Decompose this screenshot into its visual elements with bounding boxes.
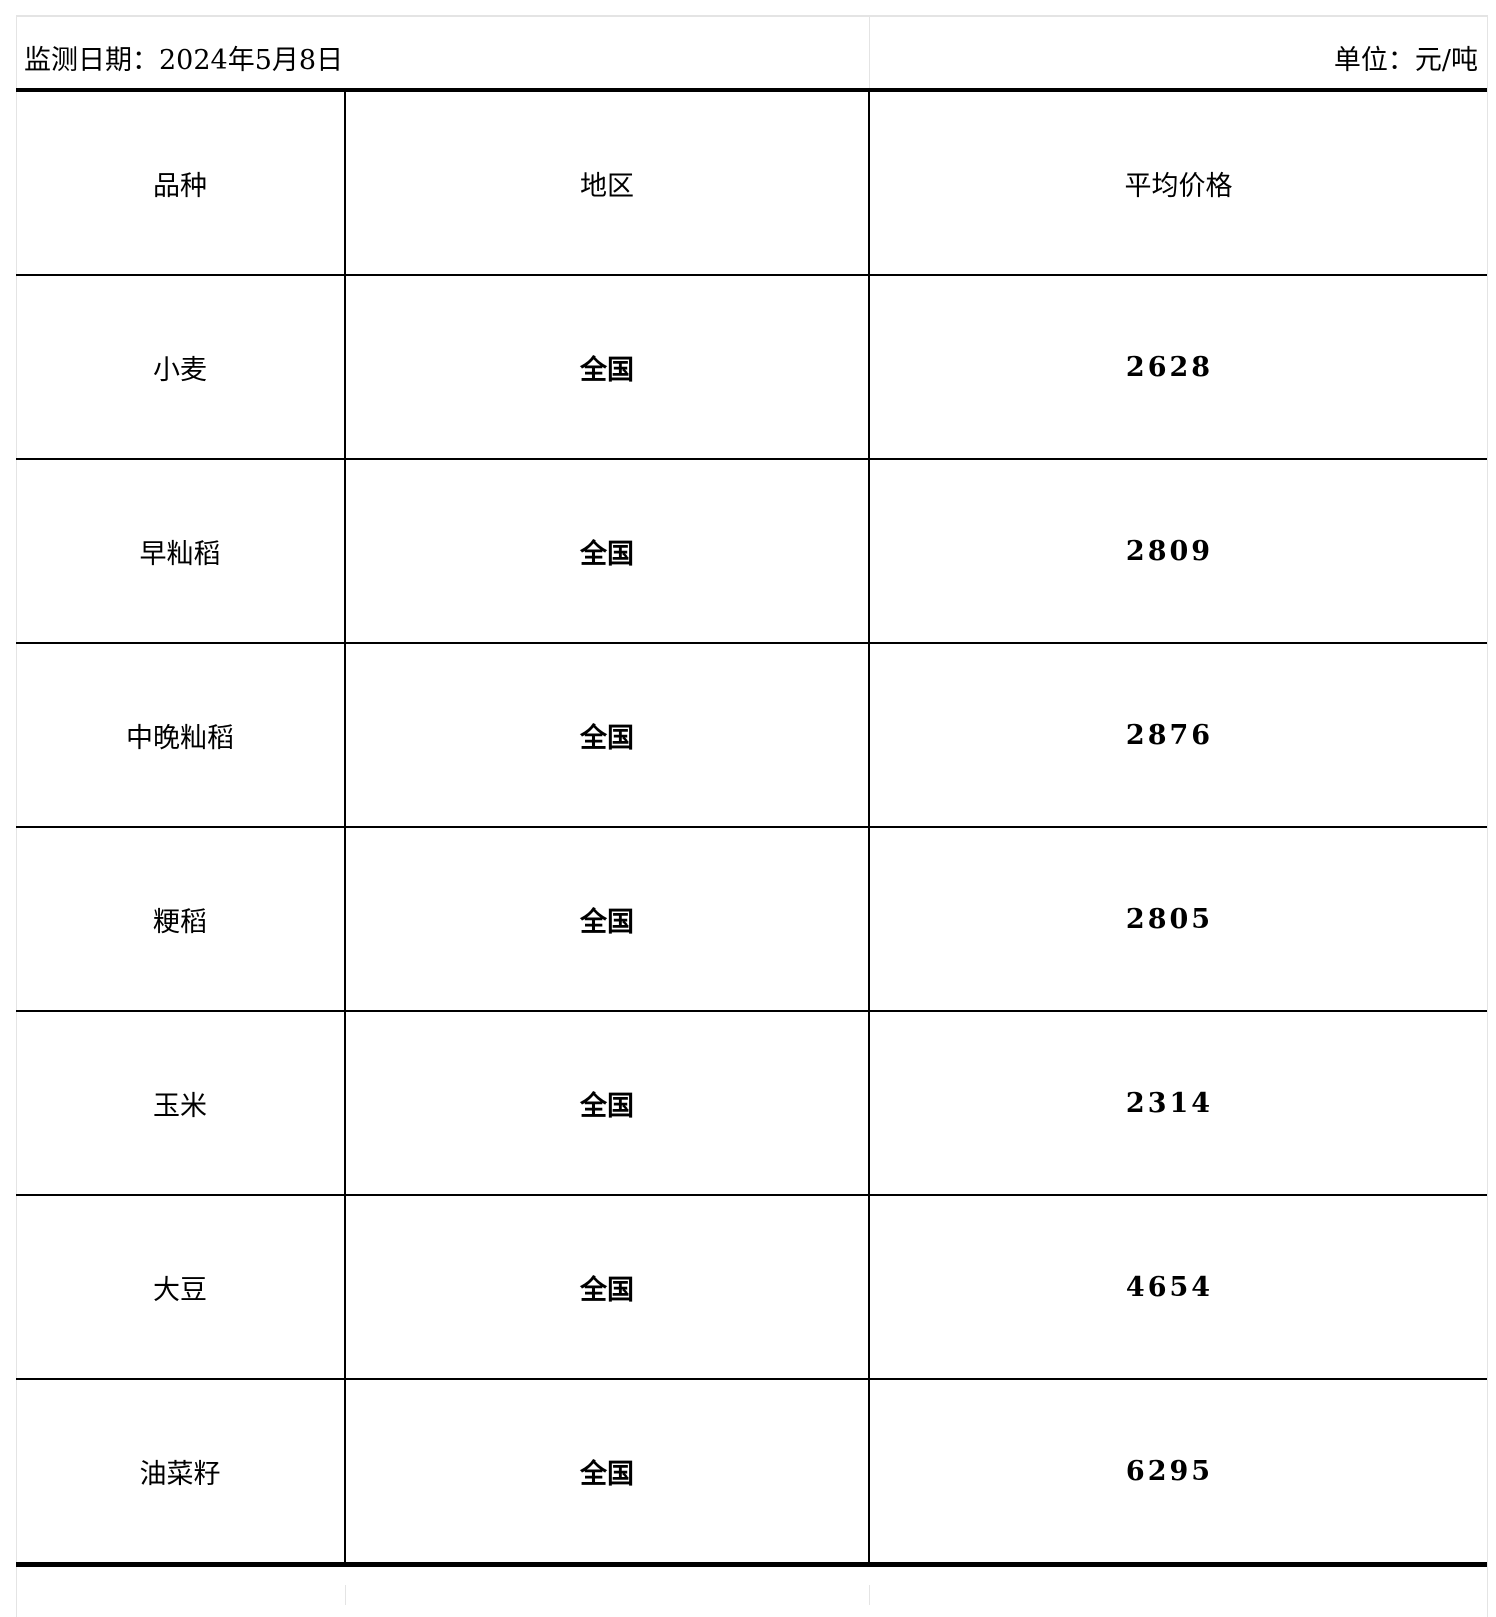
region-cell: 全国 [344, 1378, 870, 1567]
monitor-date: 监测日期：2024年5月8日 [24, 45, 344, 76]
region-cell: 全国 [344, 1010, 870, 1196]
variety-cell: 中晚籼稻 [16, 642, 346, 828]
variety-cell: 油菜籽 [16, 1378, 346, 1567]
table-row: 玉米 全国 2314 [16, 1010, 1487, 1196]
price-cell: 2876 [868, 642, 1487, 828]
header-row: 品种 地区 平均价格 [16, 88, 1487, 276]
table-row: 早籼稻 全国 2809 [16, 458, 1487, 644]
region-cell: 全国 [344, 1194, 870, 1380]
gridline [869, 1585, 870, 1605]
price-cell: 6295 [868, 1378, 1487, 1567]
price-cell: 2314 [868, 1010, 1487, 1196]
table-row: 粳稻 全国 2805 [16, 826, 1487, 1012]
table-row: 油菜籽 全国 6295 [16, 1378, 1487, 1567]
table-row: 大豆 全国 4654 [16, 1194, 1487, 1380]
header-region: 地区 [344, 88, 870, 276]
variety-cell: 玉米 [16, 1010, 346, 1196]
region-cell: 全国 [344, 458, 870, 644]
unit-label: 单位：元/吨 [1333, 45, 1478, 76]
region-cell: 全国 [344, 826, 870, 1012]
price-cell: 2628 [868, 274, 1487, 460]
table-row: 中晚籼稻 全国 2876 [16, 642, 1487, 828]
gridline [345, 1585, 346, 1605]
variety-cell: 早籼稻 [16, 458, 346, 644]
cell-divider [869, 16, 870, 88]
price-cell: 4654 [868, 1194, 1487, 1380]
region-cell: 全国 [344, 274, 870, 460]
table-row: 小麦 全国 2628 [16, 274, 1487, 460]
variety-cell: 大豆 [16, 1194, 346, 1380]
header-variety: 品种 [16, 88, 346, 276]
variety-cell: 小麦 [16, 274, 346, 460]
variety-cell: 粳稻 [16, 826, 346, 1012]
price-cell: 2809 [868, 458, 1487, 644]
header-price: 平均价格 [868, 88, 1487, 276]
price-table: 品种 地区 平均价格 小麦 全国 2628 早籼稻 全国 2809 中晚籼稻 全国 2876… [16, 88, 1487, 1567]
price-cell: 2805 [868, 826, 1487, 1012]
region-cell: 全国 [344, 642, 870, 828]
table-caption: 监测日期：2024年5月8日 单位：元/吨 [16, 16, 1486, 88]
